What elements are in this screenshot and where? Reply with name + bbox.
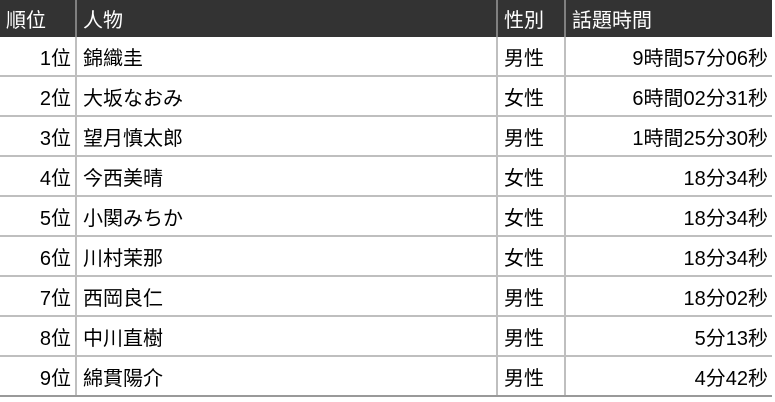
- cell-time: 5分13秒: [565, 316, 772, 357]
- cell-time: 18分02秒: [565, 276, 772, 317]
- cell-rank: 5位: [0, 196, 77, 237]
- header-gender: 性別: [497, 0, 566, 37]
- header-time: 話題時間: [565, 0, 772, 37]
- header-person: 人物: [76, 0, 498, 37]
- table-row: 2位 大坂なおみ 女性 6時間02分31秒: [0, 76, 772, 117]
- cell-rank: 1位: [0, 37, 77, 77]
- cell-time: 9時間57分06秒: [565, 37, 772, 77]
- header-row: 順位 人物 性別 話題時間: [0, 0, 772, 37]
- cell-time: 6時間02分31秒: [565, 76, 772, 117]
- cell-time: 18分34秒: [565, 196, 772, 237]
- cell-person: 大坂なおみ: [76, 76, 498, 117]
- table-row: 7位 西岡良仁 男性 18分02秒: [0, 276, 772, 317]
- table-row: 8位 中川直樹 男性 5分13秒: [0, 316, 772, 357]
- cell-gender: 男性: [497, 356, 566, 397]
- table-row: 1位 錦織圭 男性 9時間57分06秒: [0, 37, 772, 77]
- cell-gender: 女性: [497, 76, 566, 117]
- table-row: 9位 綿貫陽介 男性 4分42秒: [0, 356, 772, 397]
- cell-gender: 男性: [497, 276, 566, 317]
- cell-rank: 6位: [0, 236, 77, 277]
- cell-person: 中川直樹: [76, 316, 498, 357]
- cell-time: 18分34秒: [565, 236, 772, 277]
- cell-gender: 男性: [497, 37, 566, 77]
- table-row: 5位 小関みちか 女性 18分34秒: [0, 196, 772, 237]
- cell-person: 今西美晴: [76, 156, 498, 197]
- cell-person: 綿貫陽介: [76, 356, 498, 397]
- cell-person: 錦織圭: [76, 37, 498, 77]
- cell-person: 西岡良仁: [76, 276, 498, 317]
- cell-gender: 女性: [497, 236, 566, 277]
- cell-time: 1時間25分30秒: [565, 116, 772, 157]
- cell-rank: 9位: [0, 356, 77, 397]
- cell-rank: 7位: [0, 276, 77, 317]
- table-row: 6位 川村茉那 女性 18分34秒: [0, 236, 772, 277]
- table-row: 4位 今西美晴 女性 18分34秒: [0, 156, 772, 197]
- cell-time: 18分34秒: [565, 156, 772, 197]
- cell-person: 川村茉那: [76, 236, 498, 277]
- cell-gender: 女性: [497, 156, 566, 197]
- header-rank: 順位: [0, 0, 77, 37]
- cell-gender: 男性: [497, 116, 566, 157]
- cell-rank: 8位: [0, 316, 77, 357]
- cell-gender: 男性: [497, 316, 566, 357]
- cell-person: 小関みちか: [76, 196, 498, 237]
- cell-gender: 女性: [497, 196, 566, 237]
- cell-rank: 2位: [0, 76, 77, 117]
- table-row: 3位 望月慎太郎 男性 1時間25分30秒: [0, 116, 772, 157]
- cell-person: 望月慎太郎: [76, 116, 498, 157]
- cell-time: 4分42秒: [565, 356, 772, 397]
- cell-rank: 3位: [0, 116, 77, 157]
- cell-rank: 4位: [0, 156, 77, 197]
